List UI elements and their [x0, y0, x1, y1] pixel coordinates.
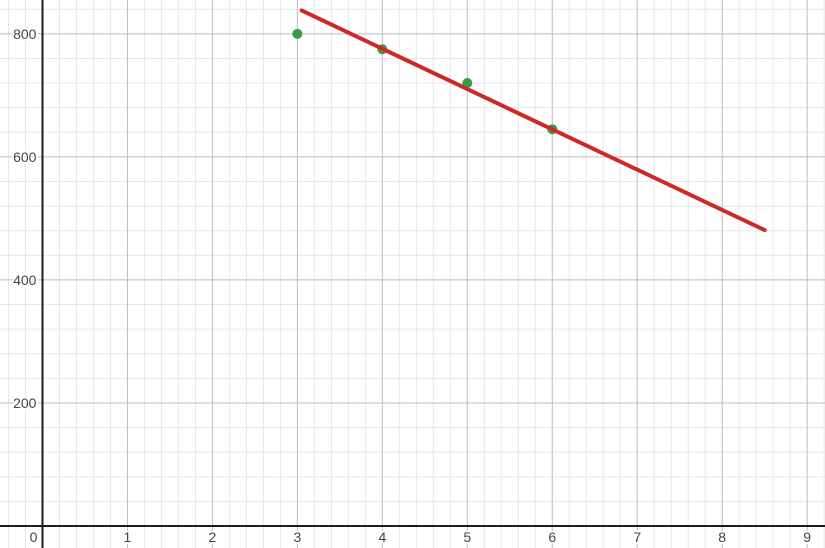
- x-tick-label: 8: [718, 529, 726, 545]
- y-tick-label: 200: [13, 395, 37, 411]
- y-axis-tick-labels: 200 400 600 800: [11, 24, 38, 413]
- x-tick-label: 6: [548, 529, 556, 545]
- fitted-line-layer: [299, 8, 767, 233]
- y-tick-label: 800: [13, 26, 37, 42]
- x-tick-label: 7: [633, 529, 641, 545]
- x-tick-label: 3: [293, 529, 301, 545]
- x-tick-label: 4: [378, 529, 386, 545]
- origin-tick-label: 0: [30, 529, 38, 545]
- fitted-line[interactable]: [299, 8, 767, 233]
- x-axis-tick-labels: 1 2 3 4 5 6 7 8 9 0: [28, 527, 813, 547]
- data-point[interactable]: [462, 78, 473, 89]
- y-tick-label: 600: [13, 149, 37, 165]
- x-tick-label: 5: [463, 529, 471, 545]
- data-points-layer: [292, 28, 558, 135]
- x-tick-label: 2: [209, 529, 217, 545]
- data-point[interactable]: [292, 28, 303, 39]
- x-tick-label: 9: [803, 529, 811, 545]
- y-tick-label: 400: [13, 272, 37, 288]
- x-tick-label: 1: [124, 529, 132, 545]
